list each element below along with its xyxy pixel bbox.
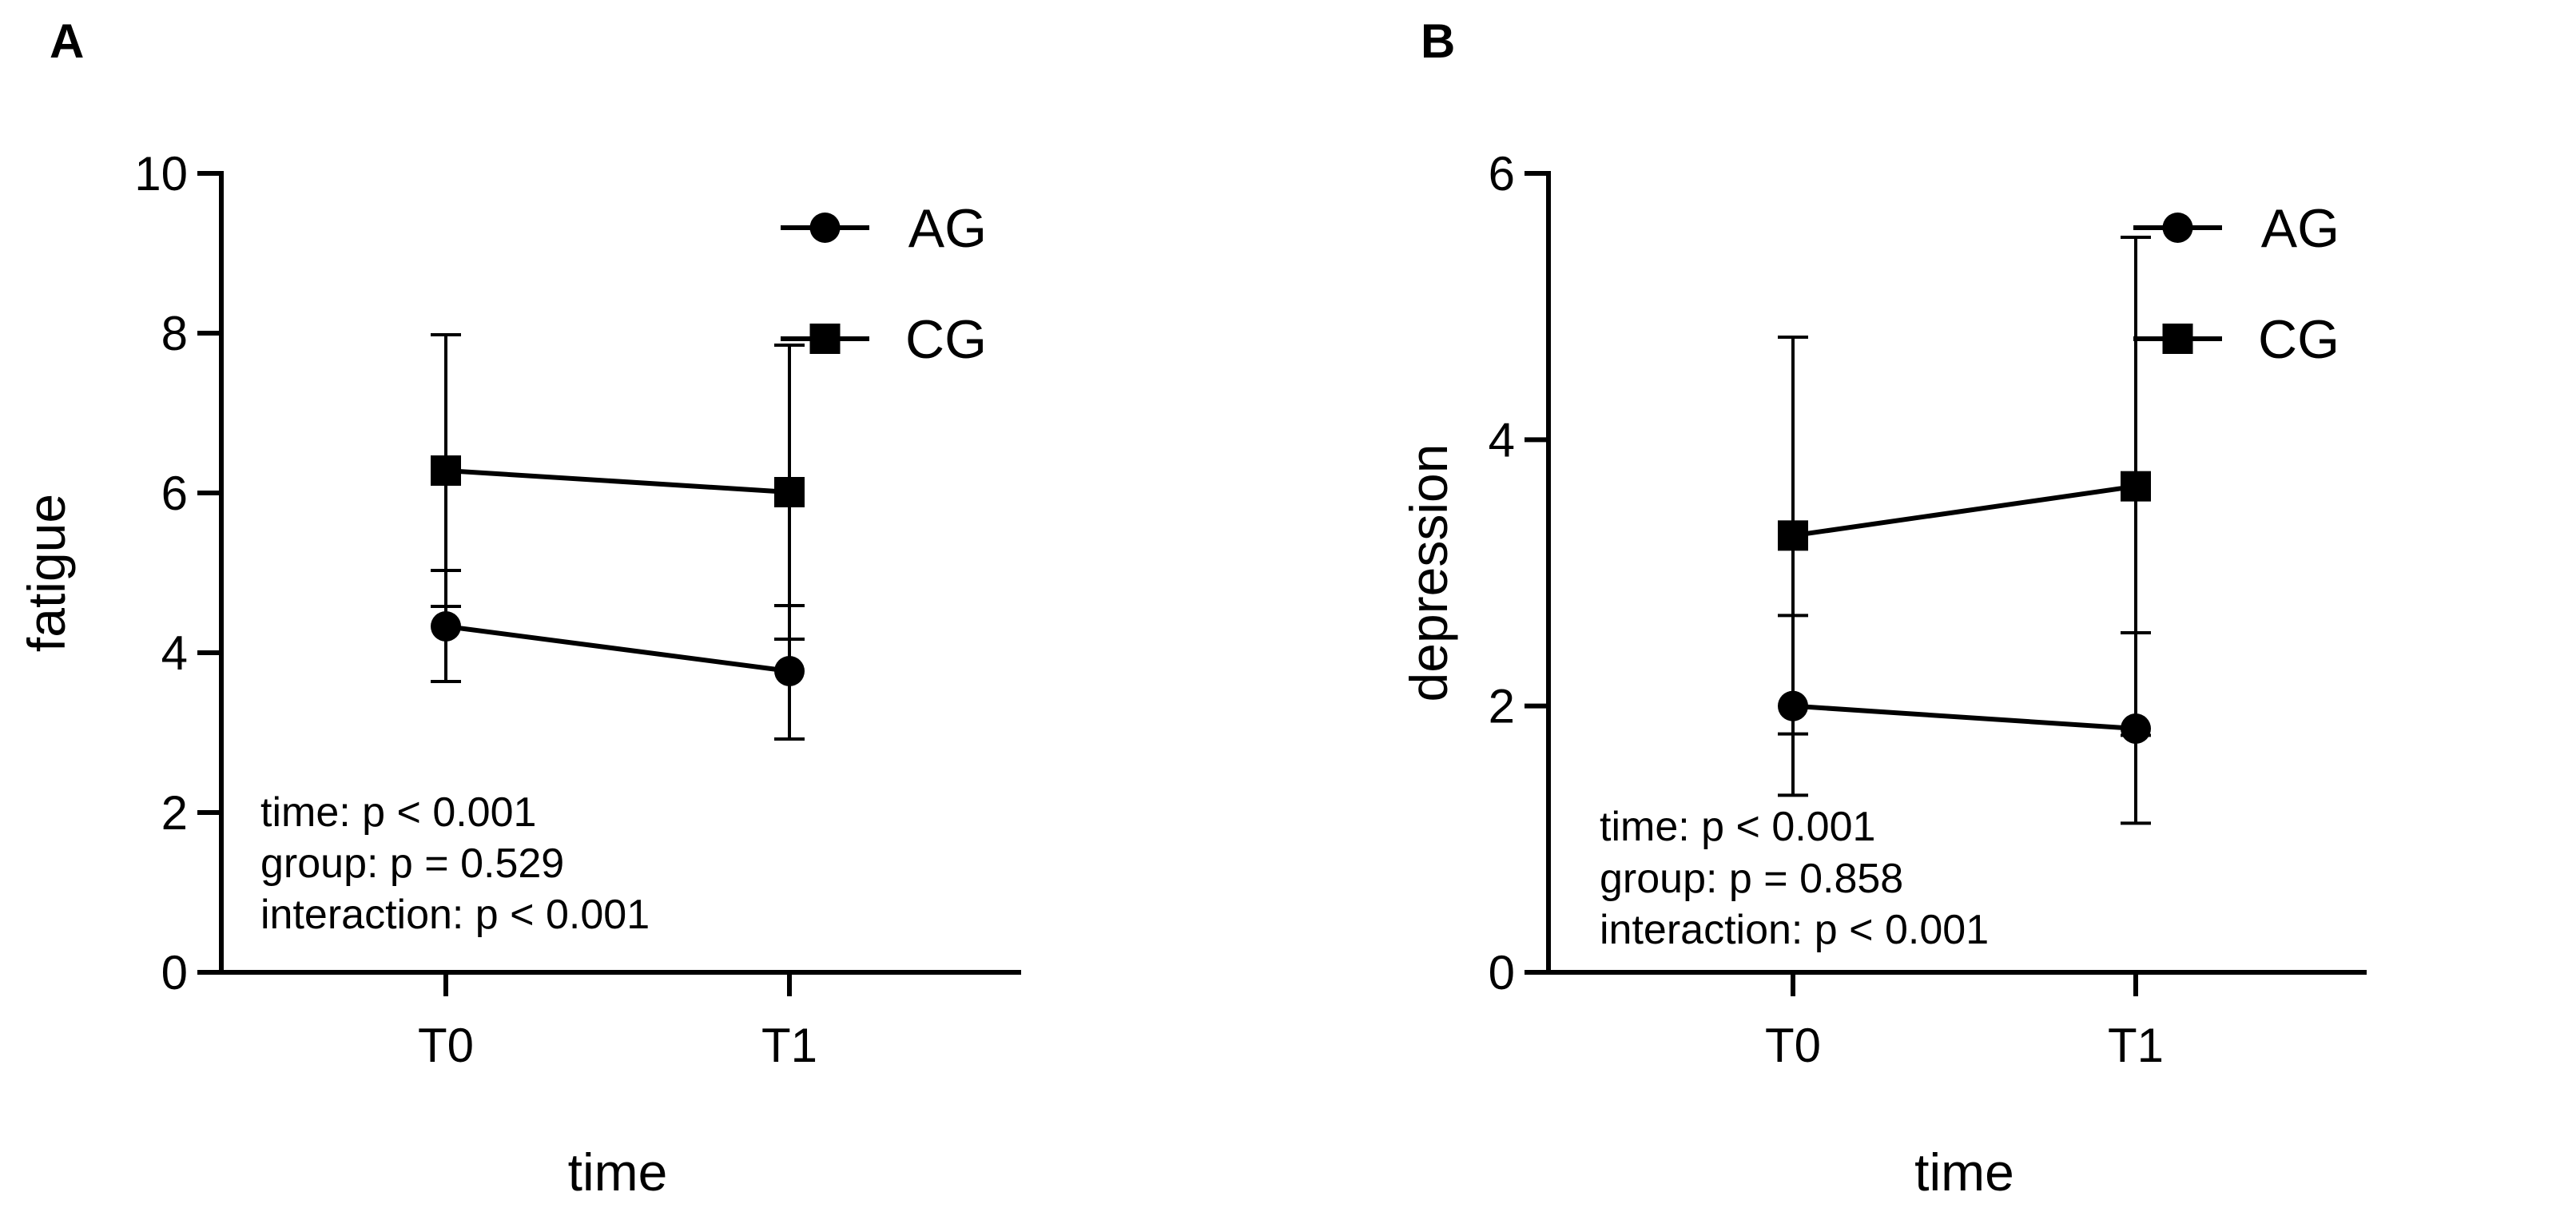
- panel-A-x-tick-label: T1: [761, 1019, 817, 1072]
- legend-label: CG: [905, 309, 987, 370]
- series-line: [1792, 703, 2137, 731]
- legend-marker-circle: [2162, 213, 2193, 243]
- panel-A-y-tick-label: 0: [161, 946, 188, 999]
- legend-marker-square: [809, 324, 841, 354]
- legend-marker-circle: [809, 213, 841, 243]
- panel-B: B 0 2 4 6 T0 T1 time depression AG CG time: p < 0.0…: [1399, 14, 2367, 1202]
- data-point-circle: [431, 611, 461, 642]
- series-line: [1792, 483, 2137, 538]
- data-point-square: [774, 477, 805, 507]
- data-point-circle: [774, 656, 805, 686]
- legend-item-ag: AG: [781, 198, 987, 259]
- panel-A-y-tick-label: 10: [134, 147, 188, 201]
- panel-B-x-axis-title: time: [1914, 1142, 2014, 1202]
- panel-B-series-cg: [1778, 236, 2151, 737]
- data-point-square: [431, 455, 461, 486]
- panel-A-stats-line: interaction: p < 0.001: [260, 892, 650, 938]
- panel-A-x-tick-label: T0: [418, 1019, 474, 1072]
- panel-B-x-tick-label: T1: [2108, 1019, 2164, 1072]
- panel-A-stats-line: time: p < 0.001: [260, 789, 536, 836]
- panel-A-y-tick-label: 8: [161, 307, 188, 360]
- panel-B-stats-line: interaction: p < 0.001: [1600, 907, 1989, 953]
- panel-A-y-tick-label: 4: [161, 626, 188, 680]
- legend-item-cg: CG: [781, 309, 987, 370]
- legend-item-cg: CG: [2133, 309, 2339, 370]
- panel-B-y-tick-label: 6: [1489, 147, 1515, 201]
- panel-A-y-tick-label: 2: [161, 786, 188, 840]
- panel-B-y-tick-label: 0: [1489, 946, 1515, 999]
- data-point-square: [2121, 471, 2151, 502]
- panel-A-series-ag: [431, 569, 805, 741]
- panel-B-letter: B: [1421, 14, 1455, 68]
- series-line: [445, 468, 790, 495]
- data-point-square: [1778, 520, 1808, 551]
- series-line: [445, 624, 790, 674]
- panel-B-series-ag: [1778, 614, 2151, 825]
- panel-A-x-axis-title: time: [568, 1142, 668, 1202]
- legend-item-ag: AG: [2133, 198, 2339, 259]
- panel-B-y-tick-label: 2: [1489, 680, 1515, 733]
- panel-A-y-axis-title: fatigue: [17, 494, 76, 652]
- panel-B-stats-line: group: p = 0.858: [1600, 856, 1903, 902]
- legend-label: AG: [908, 198, 987, 259]
- panel-A-y-tick-label: 6: [161, 467, 188, 520]
- panel-B-y-tick-label: 4: [1489, 413, 1515, 467]
- panel-A: A 0 2 4 6 8 10 T0 T1 time fatigue AG CG time: p < 0.0…: [17, 14, 1021, 1202]
- panel-A-series-cg: [431, 333, 805, 641]
- legend-label: AG: [2261, 198, 2339, 259]
- panel-B-x-tick-label: T0: [1765, 1019, 1821, 1072]
- panel-A-stats-line: group: p = 0.529: [260, 840, 564, 887]
- legend-marker-square: [2162, 324, 2193, 354]
- panel-B-stats-line: time: p < 0.001: [1600, 804, 1875, 850]
- panel-A-letter: A: [50, 14, 84, 68]
- legend-label: CG: [2258, 309, 2339, 370]
- panel-B-y-axis-title: depression: [1399, 444, 1458, 702]
